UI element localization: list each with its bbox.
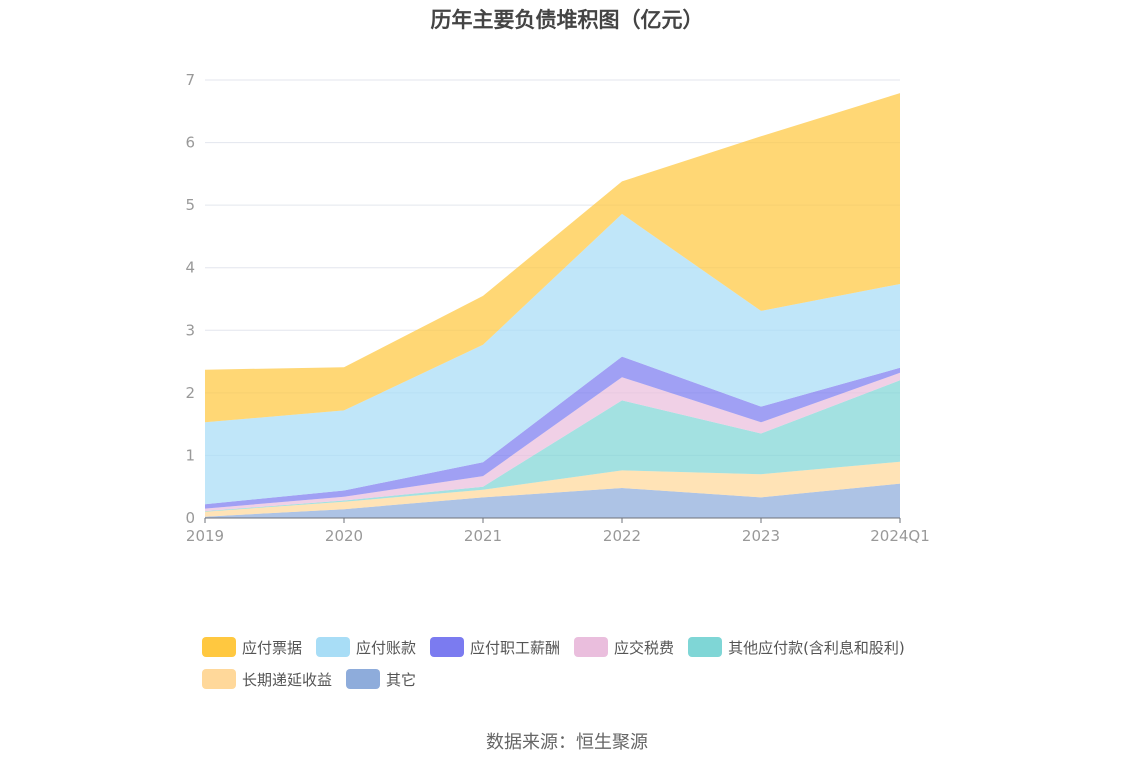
y-tick-label: 5 [185,196,195,214]
area-series[interactable] [205,380,900,512]
y-tick-label: 0 [185,509,195,527]
chart-title: 历年主要负债堆积图（亿元） [430,8,704,32]
chart-plot: 0 1 2 3 4 5 6 7 2019 2020 2021 2022 2023 2024Q1 [185,71,929,545]
legend-item[interactable]: 应付职工薪酬 [430,637,560,658]
x-tick-label: 2024Q1 [870,527,930,545]
legend-label: 应交税费 [614,638,675,657]
legend-swatch [202,669,236,689]
y-tick-label: 3 [185,321,195,339]
source-note: 数据来源：恒生聚源 [486,732,648,753]
legend-label: 其他应付款(含利息和股利) [728,638,905,657]
legend-label: 长期递延收益 [242,670,333,689]
axes: 0 1 2 3 4 5 6 7 2019 2020 2021 2022 2023 2024Q1 [185,71,929,545]
legend-item[interactable]: 其他应付款(含利息和股利) [688,637,905,658]
legend-swatch [574,637,609,657]
legend-swatch [316,637,351,657]
legend-swatch [202,637,236,657]
y-tick-label: 6 [185,134,195,152]
x-tick-label: 2020 [325,527,363,545]
legend: 应付票据 应付账款 应付职工薪酬 应交税费 其他应付款(含利息和股利) 长期递延收益 其它 [202,631,962,695]
legend-label: 应付账款 [356,638,417,657]
area-series[interactable] [205,356,900,509]
stacked-areas [205,93,900,518]
y-tick-label: 4 [185,259,195,277]
legend-swatch [430,637,465,657]
legend-label: 其它 [386,670,417,689]
y-tick-label: 2 [185,384,195,402]
area-series[interactable] [205,213,900,505]
legend-swatch [688,637,723,657]
legend-row: 应付票据 应付账款 应付职工薪酬 应交税费 其他应付款(含利息和股利) [202,631,962,663]
legend-row: 长期递延收益 其它 [202,663,962,695]
x-tick-label: 2022 [603,527,641,545]
legend-item[interactable]: 应交税费 [574,637,674,658]
y-tick-label: 7 [185,71,195,89]
x-tick-label: 2023 [742,527,780,545]
area-series[interactable] [205,372,900,512]
area-series[interactable] [205,93,900,423]
area-series[interactable] [205,461,900,517]
legend-item[interactable]: 应付账款 [316,637,416,658]
x-tick-label: 2019 [186,527,224,545]
legend-item[interactable]: 应付票据 [202,637,302,658]
legend-swatch [346,669,381,689]
legend-label: 应付职工薪酬 [470,638,561,657]
legend-item[interactable]: 长期递延收益 [202,669,332,690]
area-series[interactable] [205,483,900,518]
y-tick-label: 1 [185,446,195,464]
legend-label: 应付票据 [242,638,303,657]
x-tick-label: 2021 [464,527,502,545]
legend-item[interactable]: 其它 [346,669,416,690]
